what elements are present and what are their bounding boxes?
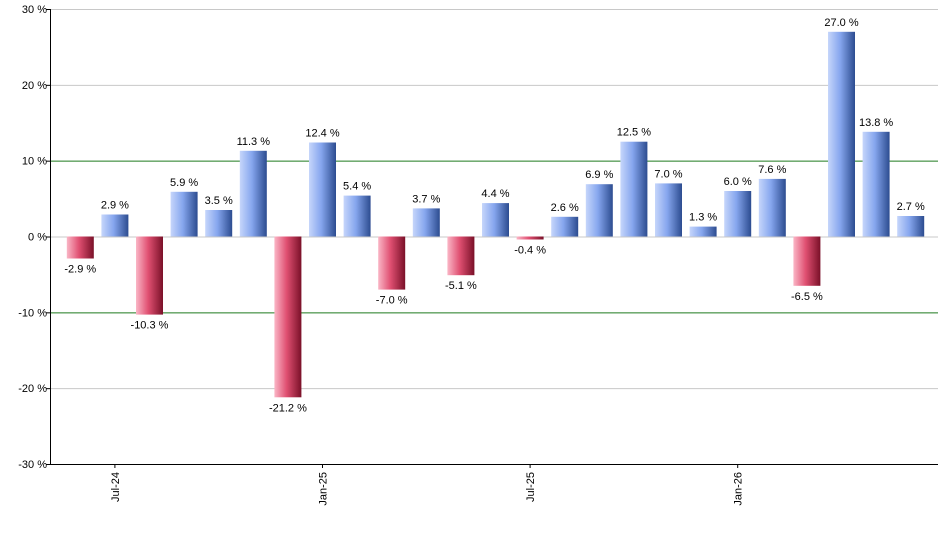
- data-labels: -2.9 % 2.9 % -10.3 % 5.9 % 3.5 % 11.3 % -21.2 …: [64, 17, 925, 414]
- bar: [412, 208, 440, 237]
- x-tick-labels: Jul-24 Jan-25 Jul-25 Jan-26: [110, 472, 745, 506]
- grid-lines: [50, 9, 938, 390]
- data-label: -0.4 %: [514, 245, 546, 257]
- data-label: 11.3 %: [237, 136, 271, 148]
- data-label: 2.7 %: [897, 201, 925, 213]
- reference-lines: [50, 160, 938, 314]
- bar: [897, 216, 925, 237]
- bar: [585, 184, 613, 237]
- bars: [66, 31, 925, 398]
- bar: [655, 183, 682, 237]
- data-label: 3.5 %: [205, 195, 233, 207]
- data-label: 2.6 %: [551, 202, 579, 214]
- data-label: -6.5 %: [791, 291, 823, 303]
- bar: [101, 214, 129, 237]
- y-tick-label: 20 %: [22, 80, 47, 92]
- data-label: -10.3 %: [131, 320, 169, 332]
- data-label: 2.9 %: [101, 200, 129, 212]
- y-tick-label: 10 %: [22, 156, 47, 168]
- y-tick-label: -20 %: [18, 383, 47, 395]
- y-tick-label: -30 %: [18, 459, 47, 471]
- x-tick-label: Jan-25: [318, 472, 330, 506]
- y-tick-label: -10 %: [18, 307, 47, 319]
- data-label: 4.4 %: [481, 188, 509, 200]
- y-tick-label: 0 %: [28, 232, 47, 244]
- data-label: -21.2 %: [269, 402, 307, 414]
- bar: [447, 236, 475, 276]
- bar: [274, 236, 302, 398]
- bar: [828, 31, 855, 237]
- bar: [516, 236, 544, 240]
- data-label: 3.7 %: [412, 193, 440, 205]
- bar: [309, 142, 336, 237]
- bar: [136, 236, 163, 315]
- bar: [482, 203, 509, 237]
- y-tick-labels: 30 % 20 % 10 % 0 % -10 % -20 % -30 %: [18, 4, 47, 471]
- bar: [378, 236, 406, 290]
- x-tick-label: Jul-25: [525, 472, 537, 502]
- bar: [343, 195, 371, 237]
- bar: [724, 191, 752, 237]
- data-label: 5.9 %: [170, 177, 198, 189]
- bar: [758, 178, 786, 237]
- data-label: 6.0 %: [724, 176, 752, 188]
- bar: [620, 141, 648, 237]
- bar: [239, 150, 267, 237]
- bar: [66, 236, 94, 259]
- x-tick-label: Jul-24: [110, 472, 122, 502]
- bar: [689, 226, 717, 237]
- data-label: -7.0 %: [376, 295, 408, 307]
- axes: [46, 9, 938, 468]
- bar: [793, 236, 821, 286]
- bar: [551, 216, 579, 237]
- data-label: 6.9 %: [585, 169, 613, 181]
- bar: [862, 131, 890, 237]
- bar: [205, 210, 233, 237]
- data-label: 5.4 %: [343, 181, 371, 193]
- data-label: 1.3 %: [689, 212, 717, 224]
- x-tick-label: Jan-26: [733, 472, 745, 506]
- data-label: 7.0 %: [654, 168, 682, 180]
- data-label: 27.0 %: [824, 17, 858, 29]
- data-label: -5.1 %: [445, 280, 477, 292]
- data-label: 13.8 %: [859, 117, 893, 129]
- y-tick-label: 30 %: [22, 4, 47, 16]
- data-label: 12.4 %: [305, 128, 339, 140]
- data-label: -2.9 %: [64, 264, 96, 276]
- data-label: 12.5 %: [617, 127, 651, 139]
- bar: [170, 191, 198, 237]
- data-label: 7.6 %: [758, 164, 786, 176]
